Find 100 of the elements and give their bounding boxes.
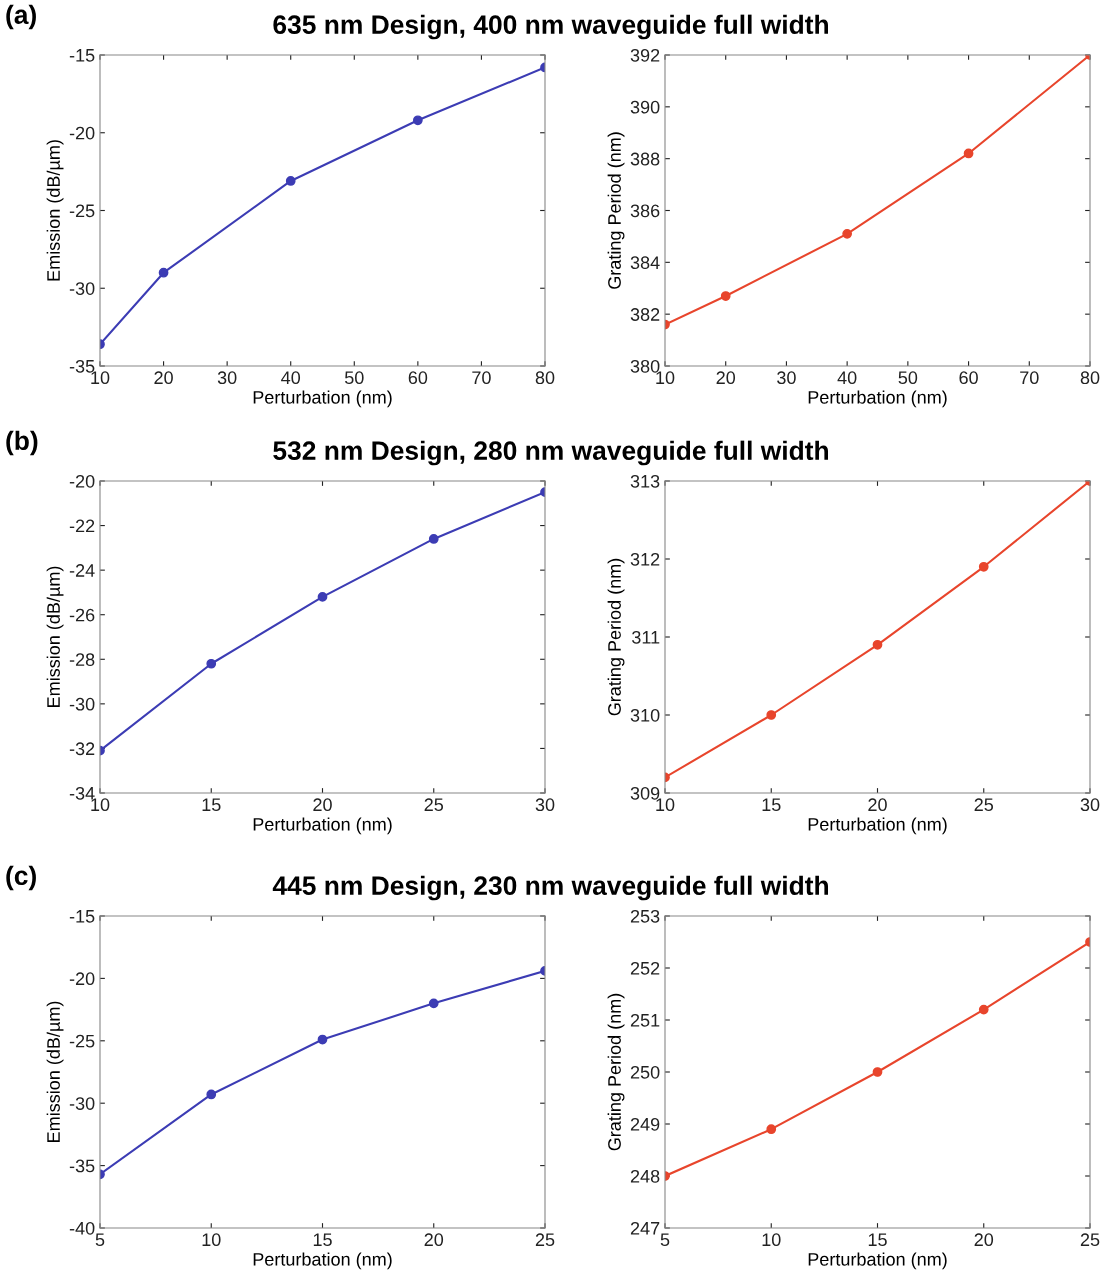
x-tick-label: 25	[424, 798, 444, 812]
y-tick-label: -20	[69, 126, 95, 140]
point	[206, 1089, 217, 1100]
point	[766, 710, 777, 720]
y-tick-label: 252	[630, 961, 660, 975]
x-tick-label: 10	[91, 371, 110, 385]
x-tick-label: 30	[535, 798, 555, 812]
point	[766, 1124, 777, 1135]
y-axis-title: Emission (dB/µm)	[46, 140, 64, 281]
point	[158, 267, 169, 278]
y-tick-label: -28	[69, 653, 95, 667]
x-axis-title: Perturbation (nm)	[253, 390, 392, 408]
y-tick-label: -30	[69, 1097, 95, 1110]
point	[317, 592, 328, 602]
x-tick-label: 20	[716, 371, 736, 385]
x-tick-label: 30	[217, 371, 237, 385]
point	[317, 1034, 328, 1045]
x-tick-label: 20	[424, 1233, 444, 1247]
y-tick-label: -24	[69, 564, 95, 577]
y-tick-label: 392	[630, 48, 660, 62]
y-axis-title: Grating Period (nm)	[607, 993, 625, 1151]
point	[978, 1004, 989, 1015]
y-tick-label: -34	[69, 786, 95, 800]
y-tick-label: 253	[630, 909, 660, 923]
point	[963, 148, 974, 159]
y-tick-label: -30	[69, 282, 95, 295]
x-tick-label: 20	[868, 798, 887, 812]
chart-title: 635 nm Design, 400 nm waveguide full width	[273, 14, 828, 40]
x-tick-label: 25	[974, 798, 994, 812]
y-axis-title: Emission (dB/µm)	[46, 566, 64, 707]
x-axis-title: Perturbation (nm)	[253, 1252, 392, 1270]
y-tick-label: -25	[69, 204, 95, 218]
chart-title: 445 nm Design, 230 nm waveguide full width	[272, 875, 828, 901]
point	[872, 1067, 883, 1077]
y-tick-label: 248	[630, 1169, 660, 1183]
y-axis-title: Emission (dB/µm)	[46, 1001, 64, 1142]
text: (c)	[6, 865, 36, 891]
x-tick-label: 10	[202, 1233, 221, 1247]
x-tick-label: 80	[1080, 371, 1100, 385]
x-tick-label: 15	[762, 798, 781, 812]
point	[428, 534, 439, 544]
x-axis-title: Perturbation (nm)	[808, 1252, 947, 1270]
x-tick-label: 25	[535, 1233, 555, 1247]
x-axis-title: Perturbation (nm)	[253, 817, 392, 835]
y-tick-label: -35	[69, 1159, 95, 1173]
x-tick-label: 20	[974, 1233, 994, 1247]
x-tick-label: 70	[472, 371, 491, 385]
y-tick-label: 249	[630, 1117, 660, 1131]
x-tick-label: 40	[837, 371, 857, 385]
y-tick-label: 309	[630, 786, 660, 800]
y-tick-label: -30	[69, 697, 95, 711]
x-tick-label: 50	[898, 371, 918, 385]
y-tick-label: -40	[69, 1221, 95, 1235]
x-tick-label: 40	[281, 371, 301, 385]
point	[428, 998, 439, 1009]
y-tick-label: -20	[69, 972, 95, 986]
x-tick-label: 50	[344, 371, 364, 385]
point	[978, 561, 989, 572]
y-tick-label: -26	[69, 608, 95, 622]
x-tick-label: 60	[408, 371, 428, 385]
x-axis-title: Perturbation (nm)	[808, 817, 947, 835]
y-tick-label: 313	[630, 474, 660, 488]
point	[412, 115, 423, 126]
text: (b)	[6, 430, 38, 456]
y-tick-label: -25	[69, 1034, 95, 1048]
y-tick-label: 310	[630, 708, 660, 722]
x-axis-title: Perturbation (nm)	[808, 390, 947, 408]
y-tick-label: 312	[630, 552, 660, 566]
point	[842, 228, 853, 239]
y-tick-label: -15	[69, 910, 95, 923]
point	[285, 176, 296, 186]
y-tick-label: 382	[630, 308, 660, 321]
y-tick-label: -32	[69, 742, 95, 756]
x-tick-label: 10	[91, 798, 110, 812]
x-tick-label: 30	[1080, 798, 1100, 812]
y-axis-title: Grating Period (nm)	[607, 558, 625, 716]
y-tick-label: -22	[69, 519, 95, 533]
y-axis-title: Grating Period (nm)	[607, 132, 625, 289]
x-tick-label: 80	[535, 371, 555, 385]
x-tick-label: 15	[868, 1233, 887, 1247]
x-tick-label: 10	[656, 798, 675, 812]
point	[872, 639, 883, 650]
x-tick-label: 60	[959, 371, 978, 385]
point	[206, 658, 217, 669]
chart-title: 532 nm Design, 280 nm waveguide full width	[273, 440, 828, 466]
x-tick-label: 70	[1020, 371, 1039, 385]
x-tick-label: 5	[660, 1233, 670, 1247]
y-tick-label: 311	[632, 630, 660, 644]
y-tick-label: 390	[630, 100, 660, 114]
x-tick-label: 20	[313, 798, 332, 812]
y-tick-label: 380	[630, 359, 660, 373]
x-tick-label: 15	[313, 1233, 332, 1247]
y-tick-label: -35	[69, 359, 95, 373]
y-tick-label: 386	[630, 204, 660, 218]
text: (a)	[6, 4, 36, 30]
y-tick-label: 251	[630, 1013, 660, 1027]
x-tick-label: 5	[95, 1233, 105, 1247]
y-tick-label: 250	[630, 1065, 660, 1079]
y-tick-label: -20	[69, 474, 95, 488]
x-tick-label: 10	[762, 1233, 781, 1247]
